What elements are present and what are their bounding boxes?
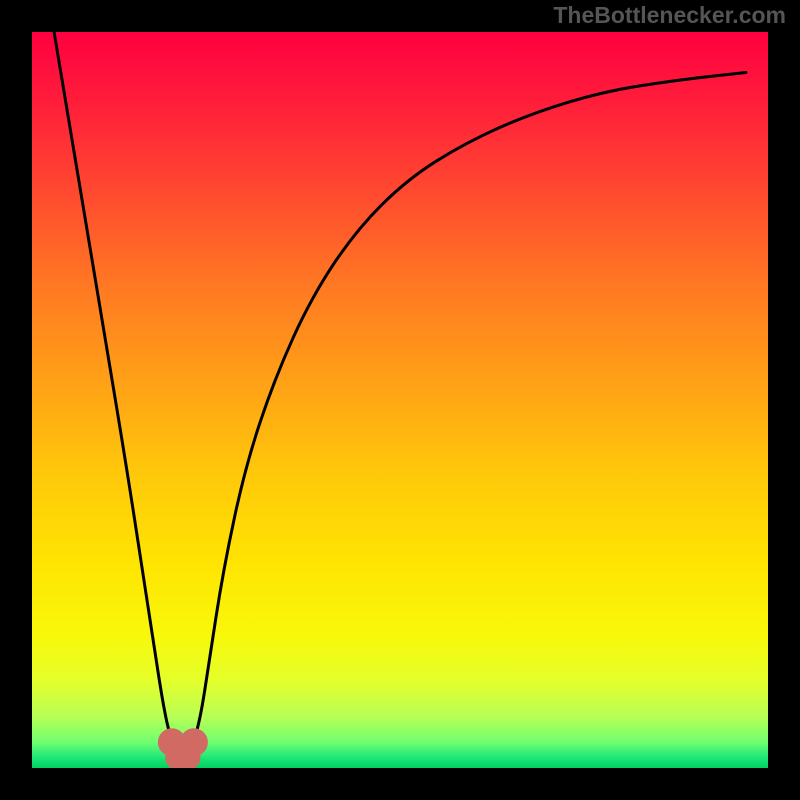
gradient-background [32,32,768,768]
chart-container: TheBottlenecker.com [0,0,800,800]
optimal-marker [180,728,208,756]
watermark-text: TheBottlenecker.com [553,2,786,29]
chart-svg [32,32,768,768]
